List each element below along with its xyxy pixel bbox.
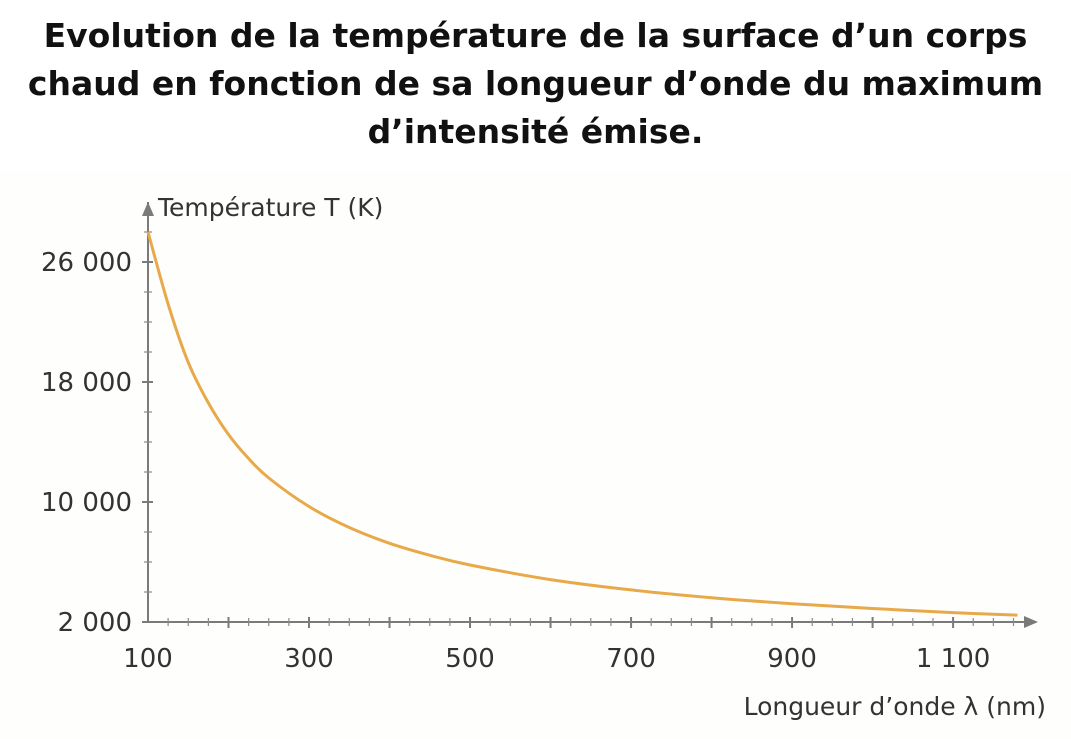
- x-axis-title: Longueur d’onde λ (nm): [744, 692, 1046, 721]
- y-ticks: 2 000 10 000 18 000 26 000: [41, 248, 153, 638]
- chart-title: Evolution de la température de la surfac…: [27, 16, 1044, 151]
- x-minor-ticks: [167, 618, 1015, 626]
- x-tick-label: 500: [445, 644, 495, 674]
- chart-area: 100 300 500 700 900 1 100 2 000 10 000 18 000 26…: [0, 170, 1071, 739]
- y-tick-label: 18 000: [41, 368, 132, 398]
- x-tick-label: 700: [606, 644, 656, 674]
- y-axis-arrow-icon: [142, 202, 154, 216]
- x-tick-label: 900: [767, 644, 817, 674]
- y-tick-label: 10 000: [41, 488, 132, 518]
- y-tick-label: 2 000: [58, 608, 132, 638]
- y-axis-title: Température T (K): [157, 193, 383, 222]
- y-tick-label: 26 000: [41, 248, 132, 278]
- temperature-curve: [146, 231, 1018, 617]
- x-tick-label: 1 100: [916, 644, 990, 674]
- x-ticks: 100 300 500 700 900 1 100: [123, 617, 990, 674]
- x-tick-label: 100: [123, 644, 173, 674]
- line-chart: 100 300 500 700 900 1 100 2 000 10 000 18 000 26…: [41, 193, 1046, 721]
- x-tick-label: 300: [284, 644, 334, 674]
